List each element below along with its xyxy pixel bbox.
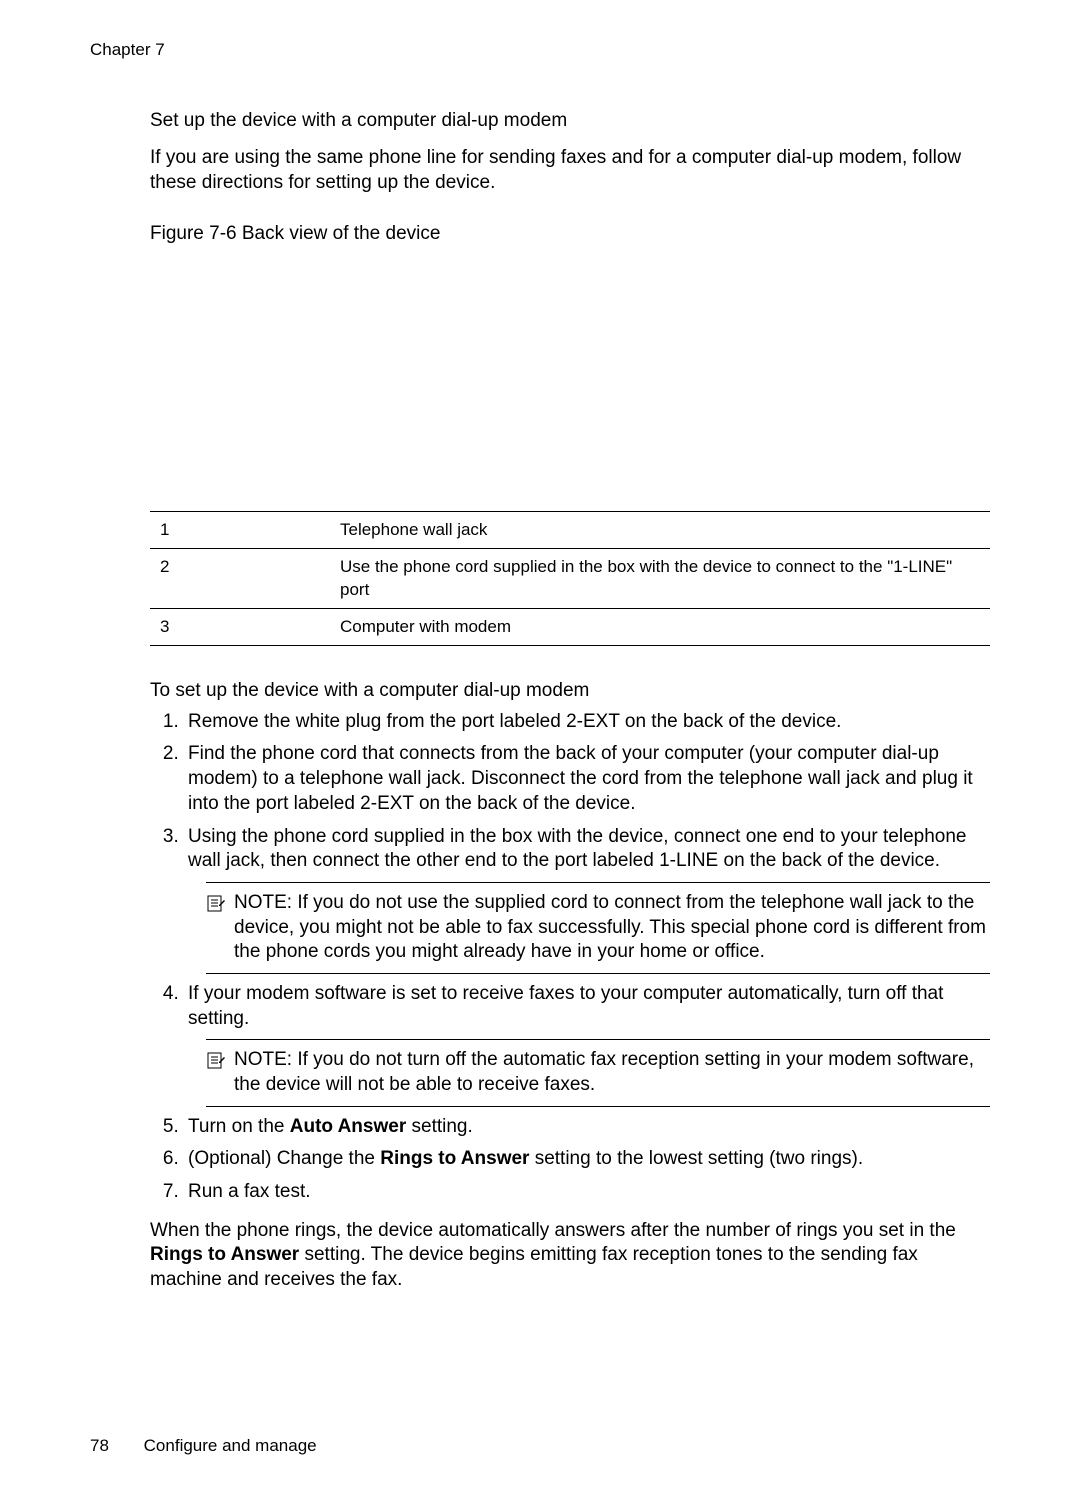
- main-content: Set up the device with a computer dial-u…: [150, 110, 990, 1293]
- steps-list: Remove the white plug from the port labe…: [150, 710, 990, 1205]
- step-text-post: setting.: [406, 1116, 473, 1137]
- table-row: 3 Computer with modem: [150, 608, 990, 645]
- page-number: 78: [90, 1436, 109, 1455]
- step-text-pre: (Optional) Change the: [188, 1148, 380, 1169]
- closing-bold: Rings to Answer: [150, 1244, 299, 1265]
- step-text-pre: Turn on the: [188, 1116, 290, 1137]
- note-text: NOTE: If you do not use the supplied cor…: [234, 891, 990, 965]
- figure-label: Figure 7-6 Back view of the device: [150, 223, 990, 245]
- note-body: If you do not use the supplied cord to c…: [234, 892, 986, 962]
- note-body: If you do not turn off the automatic fax…: [234, 1049, 974, 1095]
- note-text: NOTE: If you do not turn off the automat…: [234, 1048, 990, 1097]
- step-item: If your modem software is set to receive…: [184, 982, 990, 1107]
- note-icon: [206, 1050, 226, 1078]
- step-item: Remove the white plug from the port labe…: [184, 710, 990, 735]
- legend-num: 1: [150, 512, 330, 549]
- step-item: (Optional) Change the Rings to Answer se…: [184, 1147, 990, 1172]
- step-item: Turn on the Auto Answer setting.: [184, 1115, 990, 1140]
- note-block: NOTE: If you do not use the supplied cor…: [206, 882, 990, 974]
- legend-desc: Use the phone cord supplied in the box w…: [330, 549, 990, 608]
- table-row: 2 Use the phone cord supplied in the box…: [150, 549, 990, 608]
- intro-paragraph: If you are using the same phone line for…: [150, 146, 990, 195]
- note-label: NOTE:: [234, 892, 292, 913]
- chapter-header: Chapter 7: [90, 40, 990, 60]
- step-text-bold: Auto Answer: [290, 1116, 406, 1137]
- step-text: If your modem software is set to receive…: [188, 983, 943, 1029]
- page-footer: 78 Configure and manage: [90, 1436, 317, 1456]
- legend-num: 3: [150, 608, 330, 645]
- step-text-post: setting to the lowest setting (two rings…: [529, 1148, 863, 1169]
- section-heading: Set up the device with a computer dial-u…: [150, 110, 990, 132]
- step-item: Run a fax test.: [184, 1180, 990, 1205]
- closing-paragraph: When the phone rings, the device automat…: [150, 1219, 990, 1293]
- legend-table: 1 Telephone wall jack 2 Use the phone co…: [150, 511, 990, 645]
- note-label: NOTE:: [234, 1049, 292, 1070]
- legend-desc: Computer with modem: [330, 608, 990, 645]
- figure-image-placeholder: [150, 261, 990, 511]
- closing-pre: When the phone rings, the device automat…: [150, 1220, 956, 1241]
- step-item: Using the phone cord supplied in the box…: [184, 825, 990, 974]
- step-item: Find the phone cord that connects from t…: [184, 742, 990, 816]
- note-icon: [206, 893, 226, 921]
- note-block: NOTE: If you do not turn off the automat…: [206, 1039, 990, 1106]
- footer-section: Configure and manage: [144, 1436, 317, 1455]
- legend-desc: Telephone wall jack: [330, 512, 990, 549]
- step-text-bold: Rings to Answer: [380, 1148, 529, 1169]
- table-row: 1 Telephone wall jack: [150, 512, 990, 549]
- setup-heading: To set up the device with a computer dia…: [150, 680, 990, 702]
- legend-num: 2: [150, 549, 330, 608]
- step-text: Using the phone cord supplied in the box…: [188, 826, 966, 872]
